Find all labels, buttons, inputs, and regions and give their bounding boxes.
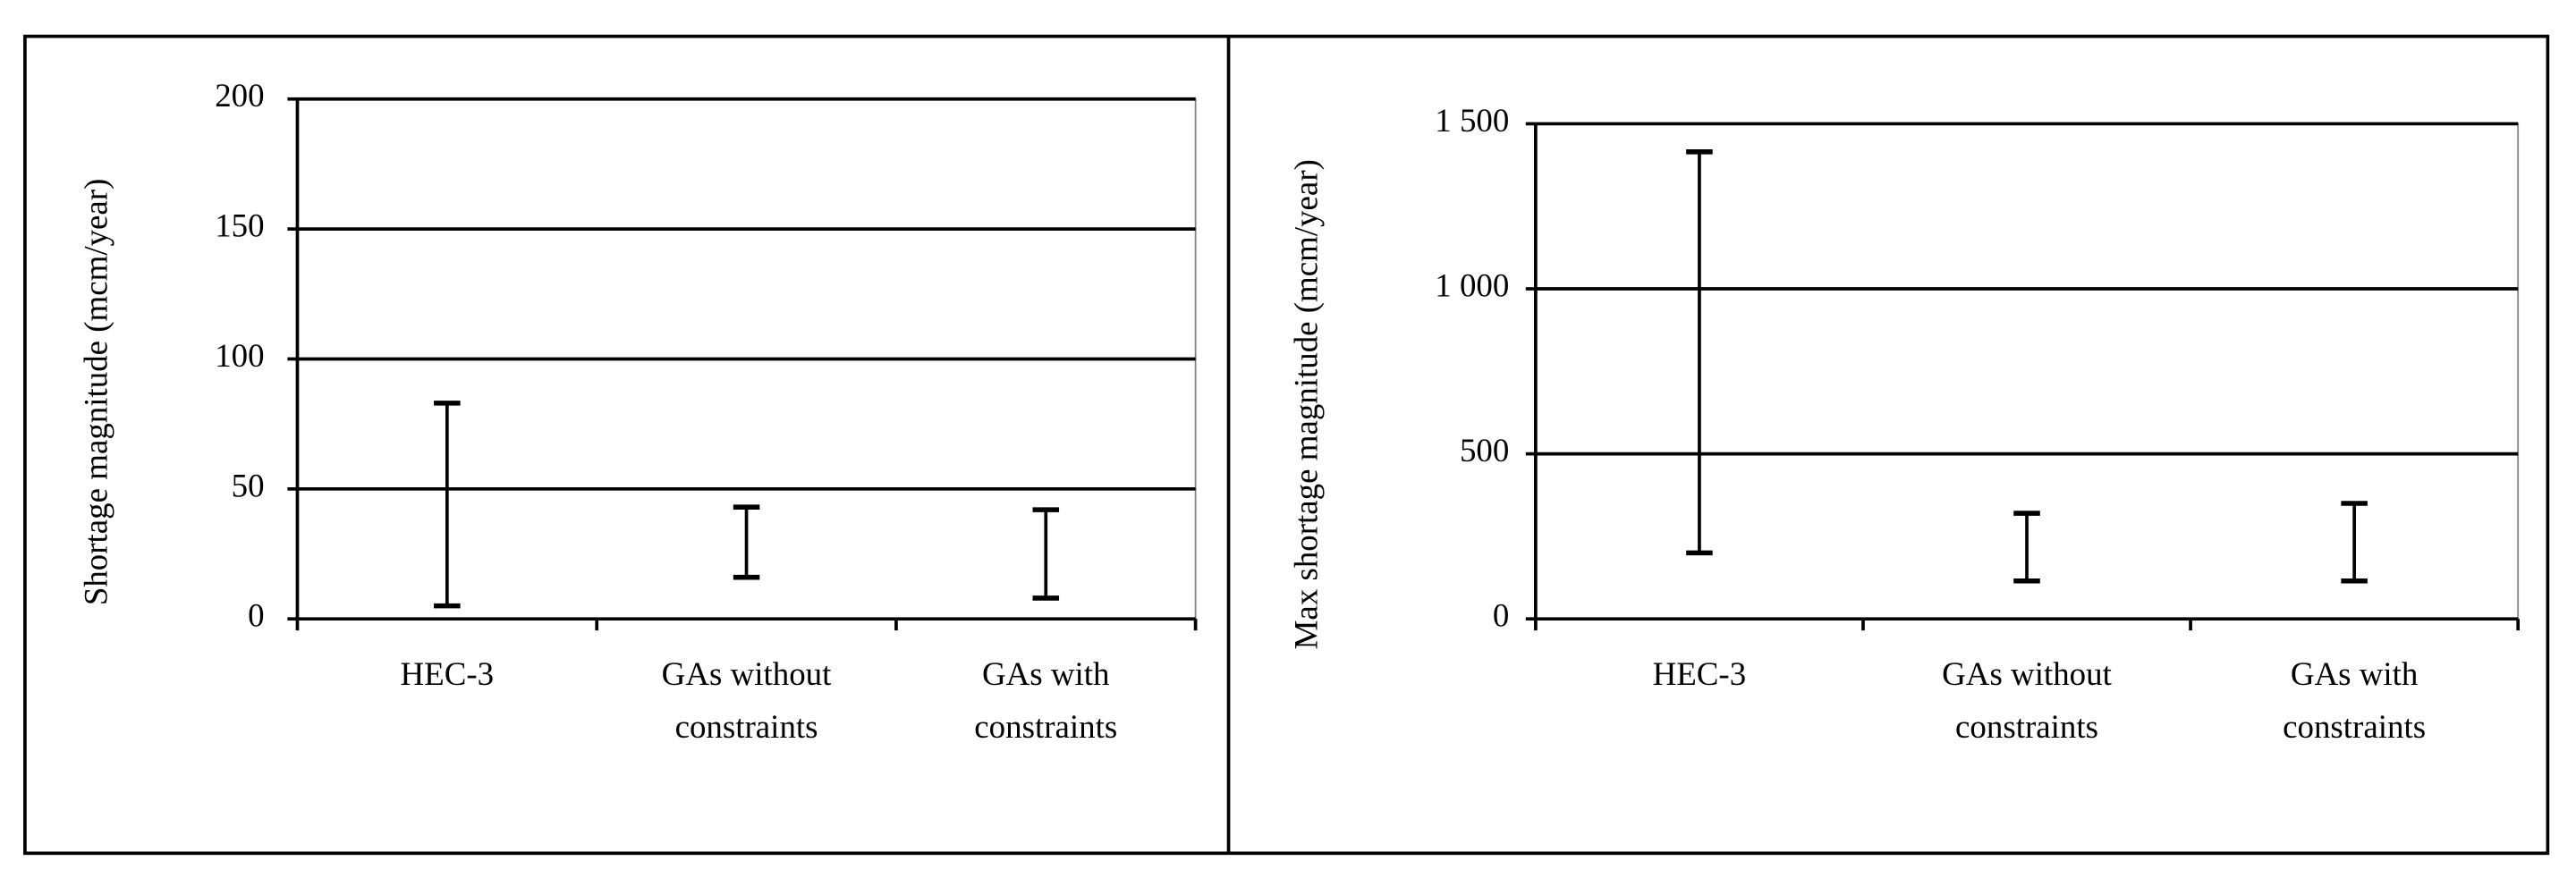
y-axis-label: Shortage magnitude (mcm/year) <box>77 179 114 606</box>
y-tick-label: 100 <box>215 337 264 374</box>
y-tick-label: 1 000 <box>1435 266 1509 303</box>
x-tick-label-box: HEC-3 <box>400 656 495 694</box>
x-tick-label: HEC-3 <box>400 656 495 694</box>
frame <box>23 34 2550 856</box>
y-tick-label: 150 <box>215 207 264 244</box>
x-tick-label: GAs without constraints <box>661 656 832 747</box>
y-tick-label: 200 <box>215 77 264 114</box>
x-tick-label: GAs with constraints <box>2283 656 2427 747</box>
y-tick-label: 1 500 <box>1435 102 1509 139</box>
x-tick-label: HEC-3 <box>1652 656 1747 694</box>
x-tick-label-box: GAs without constraints <box>661 656 832 747</box>
y-tick-label: 500 <box>1460 432 1509 469</box>
y-tick-label: 50 <box>232 467 265 503</box>
x-tick-label-box: GAs with constraints <box>974 656 1118 747</box>
x-tick-label-box: GAs with constraints <box>2283 656 2427 747</box>
x-tick-label: GAs with constraints <box>974 656 1118 747</box>
x-tick-label: GAs without constraints <box>1942 656 2112 747</box>
x-tick-label-box: HEC-3 <box>1652 656 1747 694</box>
x-tick-label-box: GAs without constraints <box>1942 656 2112 747</box>
y-tick-label: 0 <box>1493 597 1509 634</box>
y-tick-label: 0 <box>248 597 264 634</box>
y-axis-label: Max shortage magnitude (mcm/year) <box>1287 159 1325 649</box>
